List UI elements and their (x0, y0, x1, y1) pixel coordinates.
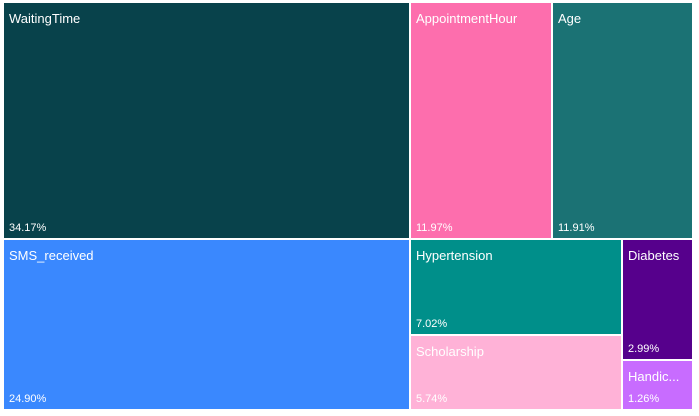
tile-percent: 11.91% (558, 222, 595, 234)
treemap-tile[interactable]: Handic... 1.26% (622, 360, 693, 410)
tile-label: Hypertension (416, 248, 493, 263)
tile-percent: 11.97% (416, 222, 453, 234)
tile-label: Handic... (628, 369, 680, 384)
treemap-tile[interactable]: WaitingTime 34.17% (3, 2, 410, 239)
tile-label: Scholarship (416, 344, 484, 359)
tile-label: Age (558, 11, 582, 26)
tile-label: WaitingTime (9, 11, 81, 26)
treemap-tile[interactable]: Age 11.91% (552, 2, 693, 239)
tile-percent: 7.02% (416, 318, 448, 330)
treemap-tile[interactable]: Hypertension 7.02% (410, 239, 622, 335)
tile-percent: 1.26% (628, 393, 660, 405)
tile-label: AppointmentHour (416, 11, 518, 26)
tile-percent: 34.17% (9, 222, 47, 234)
treemap-tile[interactable]: SMS_received 24.90% (3, 239, 410, 410)
tile-percent: 24.90% (9, 393, 47, 405)
tile-percent: 2.99% (628, 343, 660, 355)
treemap-tile[interactable]: Diabetes 2.99% (622, 239, 693, 360)
treemap-tile[interactable]: Scholarship 5.74% (410, 335, 622, 410)
tile-percent: 5.74% (416, 393, 448, 405)
tile-label: SMS_received (9, 248, 94, 263)
treemap-tile[interactable]: AppointmentHour 11.97% (410, 2, 552, 239)
tile-label: Diabetes (628, 248, 680, 263)
